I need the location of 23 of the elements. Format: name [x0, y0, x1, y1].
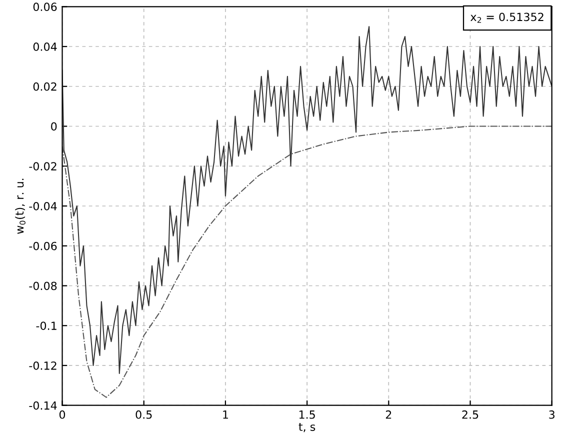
line-series [62, 126, 552, 398]
x-tick-label: 2 [386, 410, 392, 419]
y-tick-label: 0.02 [33, 82, 56, 91]
y-tick-label: -0.02 [29, 162, 56, 171]
x-tick-label: 1.5 [299, 410, 315, 419]
line-series [62, 26, 552, 374]
y-tick-label: -0.06 [29, 242, 57, 250]
y-axis-title: w$_{0}$(t), r. u. [15, 178, 26, 234]
x-tick-label: 1 [223, 410, 228, 419]
y-tick-label: -0.14 [29, 401, 57, 410]
y-tick-label: 0.06 [33, 2, 57, 12]
x-tick-label: 2.5 [462, 410, 478, 419]
x-tick-label: 3 [549, 410, 554, 419]
y-tick-label: 0 [51, 122, 57, 131]
x-tick-label: 0 [59, 410, 66, 419]
y-tick-label: 0.04 [33, 42, 57, 51]
x-tick-label: 0.5 [136, 410, 152, 419]
annotation: x$_{2}$ = 0.51352 [470, 12, 544, 23]
y-tick-label: -0.12 [29, 361, 56, 370]
y-tick-label: -0.08 [29, 282, 57, 290]
x-axis-title: t, s [298, 422, 316, 432]
y-tick-label: -0.1 [36, 322, 56, 330]
y-tick-label: -0.04 [29, 202, 57, 210]
